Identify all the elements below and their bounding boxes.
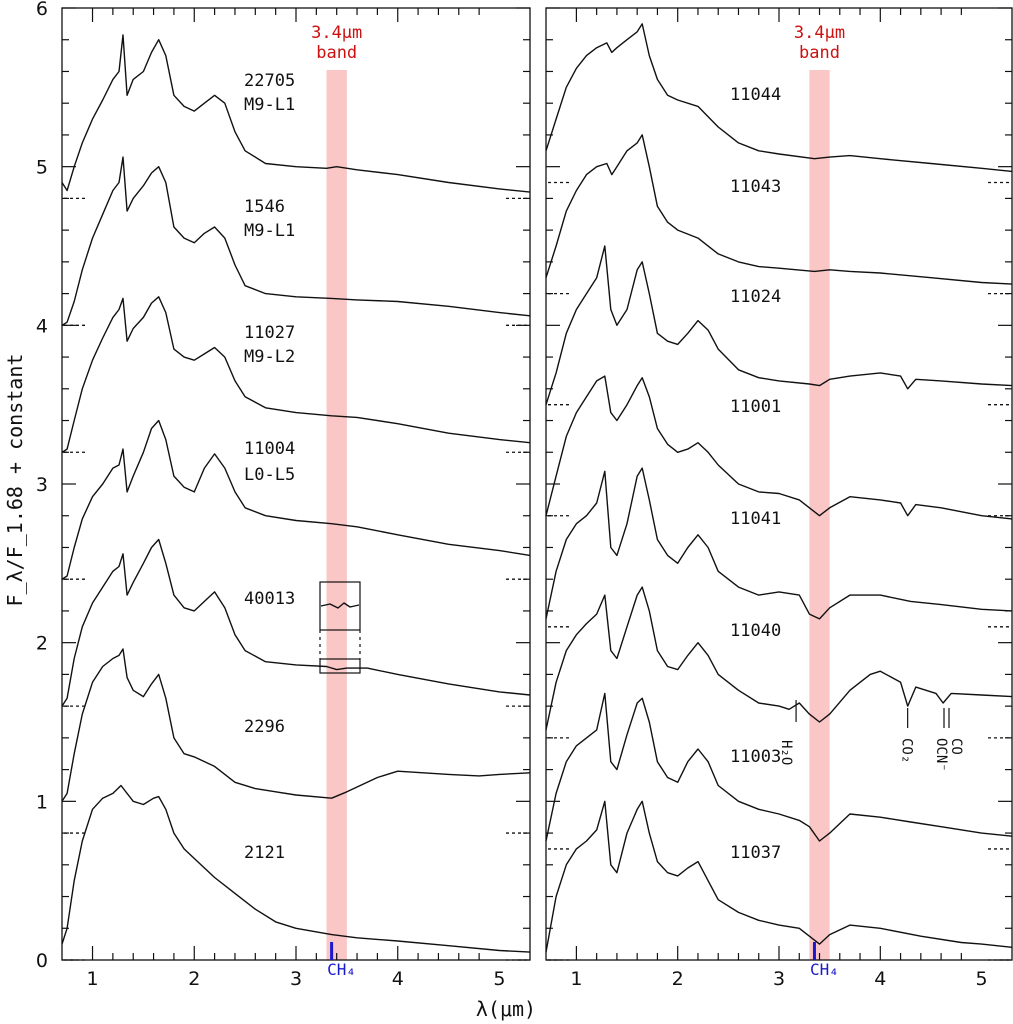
series-label: 11043 [730, 177, 781, 197]
co2-label: CO₂ [899, 738, 915, 763]
spectrum-2296 [61, 648, 531, 802]
band-3-4um-left [326, 70, 347, 960]
ch4-label: CH₄ [810, 960, 839, 979]
inset-zoom-box [319, 581, 361, 631]
series-sublabel: M9-L1 [244, 95, 295, 115]
spectrum-11037 [545, 800, 1013, 953]
x-axis-title: λ(μm) [476, 997, 536, 1021]
spectrum-40013 [61, 538, 531, 707]
band-sublabel-left: band [316, 43, 357, 63]
spectrum-11027 [61, 296, 531, 453]
x-tick-label: 4 [874, 968, 886, 990]
series-label: 11001 [730, 397, 781, 417]
spectrum-22705 [61, 34, 531, 193]
spectrum-11024 [545, 245, 1013, 405]
series-label: 11003 [730, 747, 781, 767]
h2o-label: H₂O [778, 740, 794, 765]
series-label: 11037 [730, 843, 781, 863]
y-axis-title: F_λ/F_1.68 + constant [3, 354, 27, 607]
x-tick-label: 3 [773, 968, 785, 990]
x-tick-label: 4 [392, 968, 404, 990]
x-tick-label: 2 [672, 968, 684, 990]
y-tick-label: 2 [36, 633, 48, 655]
inset-zoom-spectrum [320, 602, 360, 609]
spectrum-11040 [545, 586, 1013, 731]
series-label: 11024 [730, 287, 781, 307]
spectrum-1546 [61, 156, 531, 326]
co-label: CO [948, 738, 964, 755]
series-label: 22705 [244, 71, 295, 91]
series-sublabel: M9-L2 [244, 347, 295, 367]
series-label: 40013 [244, 589, 295, 609]
x-tick-label: 1 [570, 968, 582, 990]
series-label: 1546 [244, 197, 285, 217]
band-label-right: 3.4μm [794, 23, 845, 43]
plot-frame-left [61, 7, 531, 961]
spectrum-11043 [545, 134, 1013, 285]
x-tick-label: 5 [976, 968, 988, 990]
ocn-label: OCN⁻ [933, 738, 949, 772]
y-tick-label: 3 [36, 474, 48, 496]
series-label: 2296 [244, 717, 285, 737]
inset-source-box [319, 658, 361, 674]
x-tick-label: 2 [188, 968, 200, 990]
spectrum-11004 [61, 419, 531, 580]
y-tick-label: 1 [36, 791, 48, 813]
band-label-left: 3.4μm [311, 23, 362, 43]
y-tick-label: 4 [36, 315, 48, 337]
series-label: 2121 [244, 843, 285, 863]
plot-frame-right [545, 7, 1013, 961]
spectrum-11003 [545, 692, 1013, 842]
series-label: 11027 [244, 323, 295, 343]
band-sublabel-right: band [799, 43, 840, 63]
x-tick-label: 3 [290, 968, 302, 990]
spectrum-2121 [61, 784, 531, 953]
y-tick-label: 5 [36, 157, 48, 179]
y-tick-label: 6 [36, 0, 48, 20]
series-sublabel: M9-L1 [244, 221, 295, 241]
spectrum-11001 [545, 375, 1013, 520]
y-tick-label: 0 [36, 950, 48, 972]
x-tick-label: 5 [493, 968, 505, 990]
ch4-label: CH₄ [327, 960, 356, 979]
series-label: 11041 [730, 509, 781, 529]
series-label: 11040 [730, 621, 781, 641]
series-sublabel: L0-L5 [244, 465, 295, 485]
x-tick-label: 1 [86, 968, 98, 990]
series-label: 11004 [244, 439, 295, 459]
series-label: 11044 [730, 85, 781, 105]
spectrum-11041 [545, 467, 1013, 620]
spectrum-11044 [545, 23, 1013, 173]
